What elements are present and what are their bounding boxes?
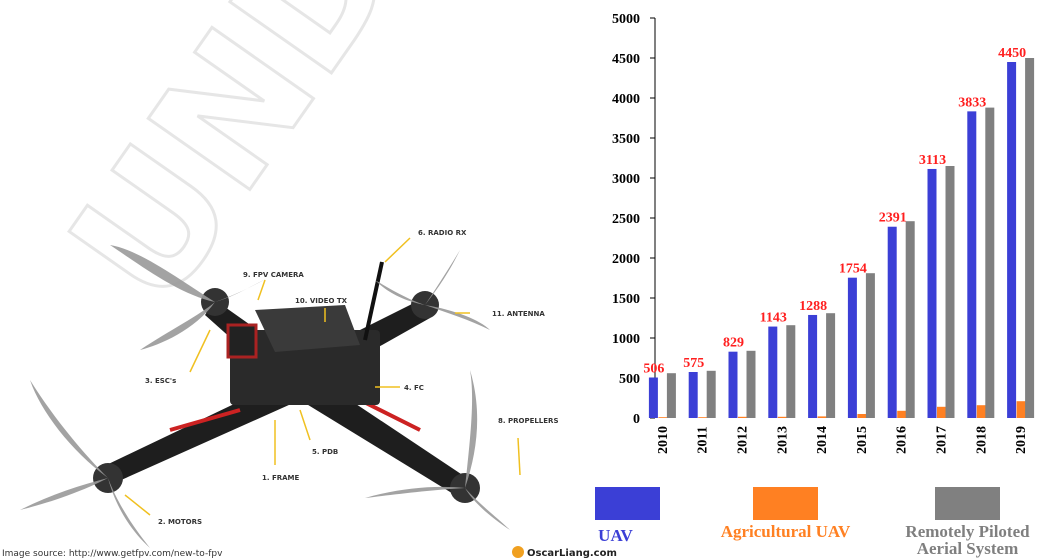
bar	[1017, 401, 1026, 418]
y-tick-label: 1000	[612, 332, 640, 347]
data-label: 3833	[958, 95, 986, 110]
bar	[738, 417, 747, 418]
data-label: 506	[643, 362, 664, 377]
bar	[1025, 58, 1034, 418]
figure: UNDER	[0, 0, 1043, 560]
bar	[1007, 62, 1016, 418]
bar	[698, 417, 707, 418]
y-tick-label: 1500	[612, 292, 640, 307]
drone-illustration	[20, 238, 520, 548]
logo: OscarLiang.com	[527, 548, 617, 559]
chart: 0 500 1000 1500 2000 2500 3000 3500 4000 4500 5000…	[595, 12, 1034, 520]
bar	[857, 414, 866, 418]
bar	[818, 416, 827, 418]
bar	[946, 166, 955, 418]
y-tick-label: 3000	[612, 172, 640, 187]
y-tick-label: 2000	[612, 252, 640, 267]
drone-label: 1. FRAME	[262, 474, 300, 482]
x-tick-label: 2010	[656, 426, 671, 454]
bar	[977, 405, 986, 418]
legend-swatch	[753, 487, 818, 520]
y-tick-label: 4500	[612, 52, 640, 67]
x-tick-label: 2013	[775, 426, 790, 454]
data-label: 1143	[760, 311, 787, 326]
x-tick-label: 2017	[935, 426, 950, 454]
logo-icon	[512, 546, 524, 558]
data-label: 1288	[799, 299, 827, 314]
drone-label: 5. PDB	[312, 448, 338, 456]
bar	[747, 351, 756, 418]
x-tick-label: 2018	[974, 426, 989, 454]
x-tick-label: 2011	[696, 426, 711, 453]
bar	[826, 313, 835, 418]
legend-swatch	[935, 487, 1000, 520]
bar	[906, 221, 915, 418]
bar	[667, 373, 676, 418]
y-tick-label: 4000	[612, 92, 640, 107]
x-tick-label: 2014	[815, 426, 830, 454]
bar	[649, 378, 658, 418]
bar	[928, 169, 937, 418]
bar	[848, 278, 857, 418]
legend-label: Agricultural UAV	[716, 523, 856, 540]
x-tick-label: 2015	[855, 426, 870, 454]
x-tick-label: 2012	[736, 426, 751, 454]
bar	[729, 352, 738, 418]
bar	[888, 227, 897, 418]
bar	[768, 327, 777, 418]
bar	[937, 407, 946, 418]
drone-label: 11. ANTENNA	[492, 310, 545, 318]
x-tick-label: 2016	[895, 426, 910, 454]
y-tick-label: 5000	[612, 12, 640, 27]
page: { "figure": { "watermark": "UNDER", "lab…	[0, 0, 1043, 560]
drone-label: 8. PROPELLERS	[498, 417, 558, 425]
bar	[985, 108, 994, 418]
y-tick-label: 3500	[612, 132, 640, 147]
drone-label: 2. MOTORS	[158, 518, 202, 526]
bar	[658, 417, 667, 418]
legend-swatch	[595, 487, 660, 520]
data-label: 4450	[998, 46, 1026, 61]
drone-label: 6. RADIO RX	[418, 229, 467, 237]
legend-label: UAV	[546, 527, 686, 544]
legend-label: Remotely Piloted Aerial System	[898, 523, 1038, 557]
drone-label: 10. VIDEO TX	[295, 297, 348, 305]
bar	[689, 372, 698, 418]
watermark: UNDER	[33, 0, 579, 339]
data-label: 575	[683, 356, 704, 371]
data-label: 2391	[879, 211, 907, 226]
y-tick-label: 2500	[612, 212, 640, 227]
bar	[897, 411, 906, 418]
drone-label: 9. FPV CAMERA	[243, 271, 304, 279]
data-label: 3113	[919, 153, 946, 168]
y-tick-label: 0	[633, 412, 640, 427]
bar	[808, 315, 817, 418]
drone-label: 3. ESC's	[145, 377, 176, 385]
bar	[707, 371, 716, 418]
bar	[866, 273, 875, 418]
bar	[786, 325, 795, 418]
bar	[778, 417, 787, 418]
y-tick-label: 500	[619, 372, 640, 387]
data-label: 829	[723, 336, 744, 351]
data-label: 1754	[839, 262, 867, 277]
bar	[967, 111, 976, 418]
image-source: Image source: http://www.getfpv.com/new-…	[2, 549, 223, 559]
x-tick-label: 2019	[1014, 426, 1029, 454]
drone-label: 4. FC	[404, 384, 424, 392]
